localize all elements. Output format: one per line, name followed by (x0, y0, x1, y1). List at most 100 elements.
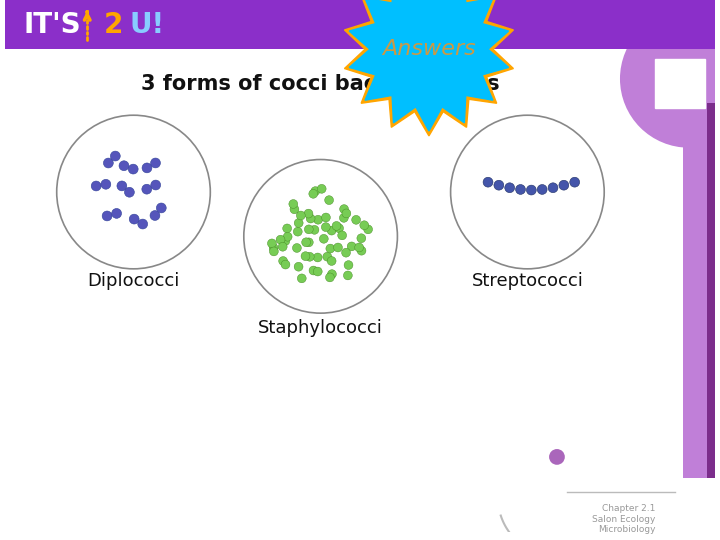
Circle shape (128, 164, 138, 174)
Circle shape (360, 221, 369, 230)
Circle shape (101, 179, 111, 189)
Text: Answers: Answers (382, 39, 476, 59)
Circle shape (276, 235, 285, 244)
Circle shape (333, 243, 343, 252)
Circle shape (138, 219, 148, 229)
Circle shape (314, 215, 323, 224)
Circle shape (293, 227, 302, 236)
Circle shape (281, 260, 290, 269)
Circle shape (283, 224, 292, 233)
Circle shape (304, 209, 313, 218)
Circle shape (620, 10, 720, 148)
FancyBboxPatch shape (6, 0, 714, 49)
FancyBboxPatch shape (655, 59, 705, 109)
Circle shape (309, 266, 318, 275)
Circle shape (279, 242, 287, 251)
Circle shape (130, 214, 139, 224)
Circle shape (343, 271, 352, 280)
Text: Staphylococci: Staphylococci (258, 319, 383, 337)
Circle shape (281, 237, 289, 246)
Text: 2: 2 (104, 11, 123, 39)
Circle shape (297, 211, 305, 220)
Circle shape (292, 244, 302, 252)
Circle shape (332, 221, 341, 231)
FancyBboxPatch shape (706, 103, 714, 477)
Circle shape (318, 184, 326, 193)
Circle shape (269, 247, 279, 256)
Circle shape (548, 183, 558, 193)
Circle shape (537, 185, 547, 194)
Text: Chapter 2.1
Salon Ecology
Microbiology: Chapter 2.1 Salon Ecology Microbiology (592, 504, 655, 534)
Polygon shape (344, 0, 513, 136)
Circle shape (323, 252, 332, 261)
Circle shape (344, 261, 353, 269)
Circle shape (91, 181, 101, 191)
Circle shape (327, 226, 336, 235)
Circle shape (328, 269, 336, 279)
Circle shape (310, 225, 319, 234)
Circle shape (305, 252, 314, 261)
Circle shape (364, 225, 372, 234)
Polygon shape (349, 0, 508, 131)
Circle shape (339, 213, 348, 222)
Circle shape (347, 242, 356, 251)
Circle shape (244, 159, 397, 313)
Circle shape (290, 205, 299, 214)
Circle shape (313, 253, 322, 262)
Circle shape (117, 181, 127, 191)
Circle shape (327, 256, 336, 266)
Circle shape (351, 215, 361, 224)
Circle shape (559, 180, 569, 190)
Circle shape (110, 151, 120, 161)
Circle shape (326, 244, 335, 253)
Circle shape (294, 219, 303, 227)
Text: 3 forms of cocci bacterial cells: 3 forms of cocci bacterial cells (141, 73, 500, 94)
Circle shape (494, 180, 504, 190)
Circle shape (102, 211, 112, 221)
Circle shape (305, 225, 313, 234)
Circle shape (357, 246, 366, 255)
Circle shape (305, 238, 313, 247)
Circle shape (570, 177, 580, 187)
Circle shape (338, 231, 346, 240)
Circle shape (150, 158, 161, 168)
Circle shape (325, 195, 333, 205)
Circle shape (142, 163, 152, 173)
Circle shape (313, 267, 322, 276)
Circle shape (301, 252, 310, 261)
Circle shape (283, 232, 292, 241)
Circle shape (516, 185, 526, 194)
Circle shape (483, 177, 493, 187)
Circle shape (119, 161, 129, 171)
Text: IT'S: IT'S (23, 11, 81, 39)
Circle shape (104, 158, 113, 168)
Circle shape (325, 273, 334, 282)
Circle shape (125, 187, 135, 197)
Circle shape (297, 274, 306, 283)
Circle shape (342, 209, 351, 218)
Circle shape (289, 200, 298, 208)
Circle shape (340, 205, 348, 213)
Circle shape (150, 180, 161, 190)
Circle shape (526, 185, 536, 195)
Circle shape (320, 234, 328, 243)
Circle shape (269, 244, 278, 252)
Circle shape (57, 115, 210, 269)
Circle shape (306, 214, 315, 223)
Circle shape (150, 211, 160, 220)
Circle shape (311, 187, 320, 195)
Circle shape (335, 224, 343, 233)
Text: U!: U! (130, 11, 165, 39)
Circle shape (549, 449, 564, 465)
Circle shape (267, 239, 276, 248)
Circle shape (451, 115, 604, 269)
FancyBboxPatch shape (683, 54, 714, 477)
Circle shape (505, 183, 515, 193)
Circle shape (341, 248, 351, 257)
Circle shape (357, 234, 366, 242)
Circle shape (355, 243, 364, 252)
Circle shape (279, 256, 287, 266)
Circle shape (142, 184, 152, 194)
Circle shape (156, 203, 166, 213)
Text: Diplococci: Diplococci (87, 272, 180, 289)
